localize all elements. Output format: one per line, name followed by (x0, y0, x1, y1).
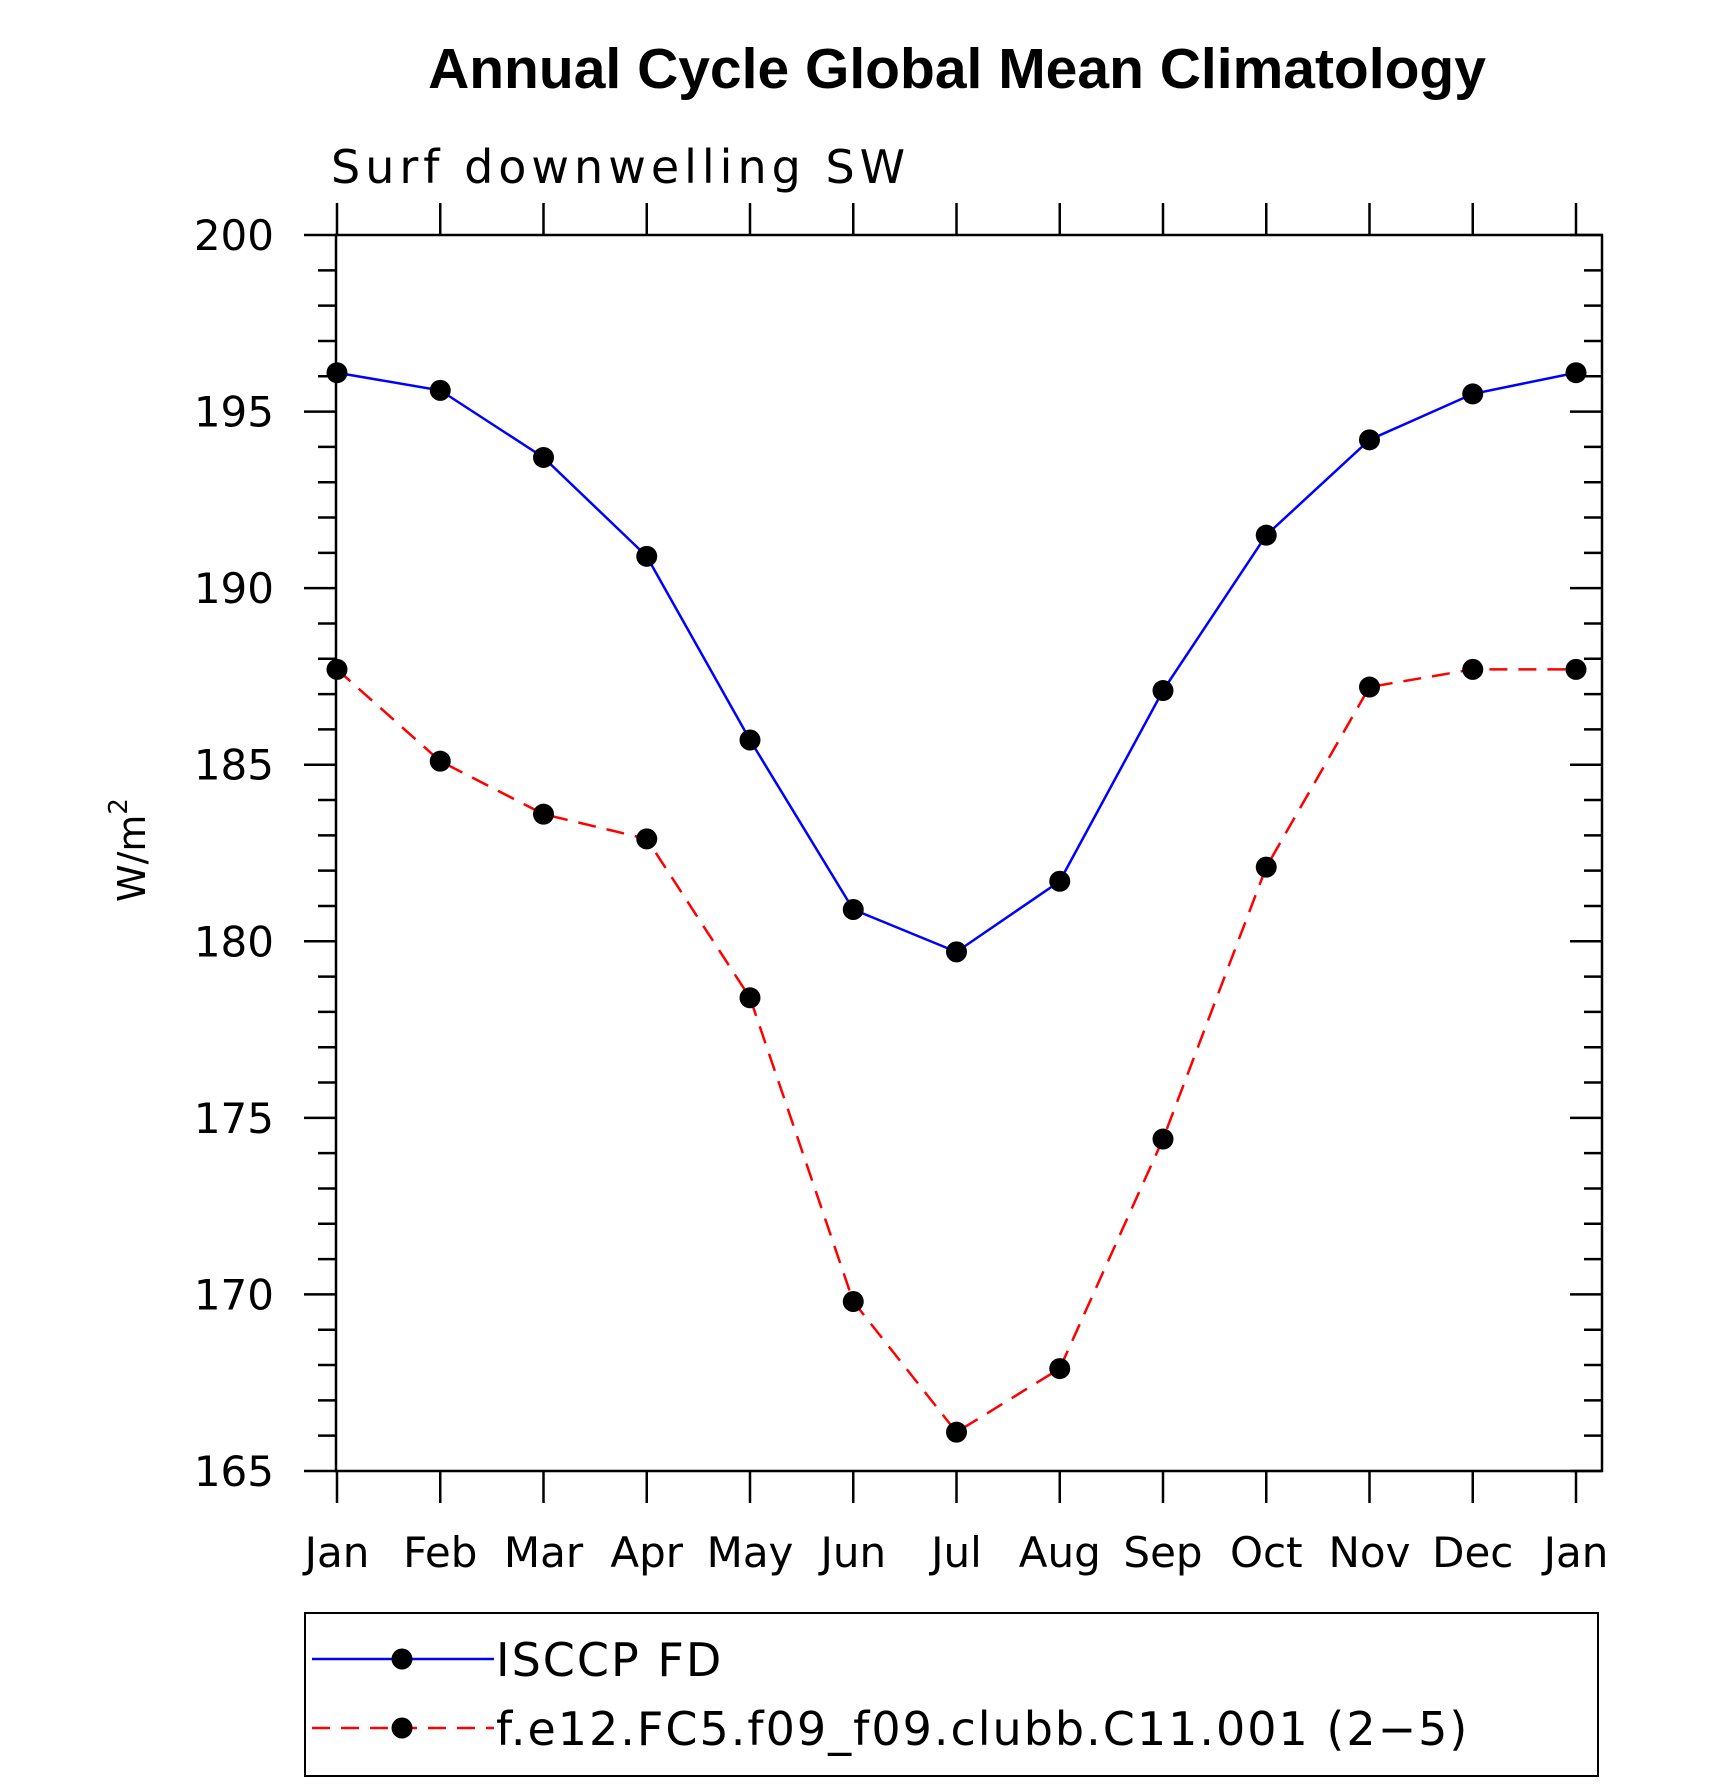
y-tick-label: 165 (194, 1447, 274, 1496)
x-axis-tick-labels: Jan Feb Mar Apr May Jun Jul Aug Sep Oct Nov Dec Jan (302, 1528, 1609, 1577)
y-tick-label: 200 (194, 211, 274, 260)
data-point (1565, 658, 1587, 680)
data-point (533, 803, 554, 825)
data-point (533, 446, 554, 468)
legend: ISCCP FD f.e12.FC5.f09_f09.clubb.C11.001… (304, 1612, 1599, 1777)
x-tick-label: Feb (403, 1528, 477, 1577)
data-point (1255, 856, 1277, 878)
x-tick-label: Dec (1432, 1528, 1513, 1577)
series-line (336, 371, 1577, 954)
data-point (636, 545, 658, 567)
x-tick-label: Aug (1019, 1528, 1101, 1577)
plot-frame (334, 233, 1604, 1473)
y-tick-label: 185 (194, 741, 274, 790)
data-point (1049, 870, 1071, 892)
legend-marker-model (391, 1717, 413, 1739)
data-point (1049, 1358, 1071, 1380)
series-0 (326, 362, 1587, 963)
y-tick-label: 195 (194, 388, 274, 437)
legend-marker-isccp (391, 1648, 413, 1670)
x-tick-label: Mar (504, 1528, 584, 1577)
data-point (946, 941, 967, 963)
chart-title: Annual Cycle Global Mean Climatology (428, 37, 1486, 101)
data-point (1462, 658, 1484, 680)
x-tick-label: Apr (610, 1528, 683, 1577)
data-point (1462, 383, 1484, 405)
series-1 (326, 658, 1587, 1443)
x-tick-label: Jan (302, 1528, 370, 1577)
legend-label-isccp: ISCCP FD (496, 1633, 723, 1687)
chart-subtitle: Surf downwelling SW (331, 140, 910, 194)
legend-label-model: f.e12.FC5.f09_f09.clubb.C11.001 (2−5) (496, 1702, 1469, 1756)
x-tick-label: Nov (1329, 1528, 1411, 1577)
x-tick-label: May (707, 1528, 794, 1577)
data-point (1359, 429, 1380, 451)
data-point (842, 1290, 864, 1312)
data-point (1359, 676, 1380, 698)
data-point (1565, 362, 1587, 384)
data-point (429, 379, 451, 401)
legend-frame (304, 1612, 1599, 1777)
y-tick-label: 180 (194, 917, 274, 966)
data-point (739, 987, 761, 1009)
x-tick-label: Jun (817, 1528, 886, 1577)
x-tick-label: Sep (1123, 1528, 1202, 1577)
data-point (1152, 1128, 1174, 1150)
x-tick-label: Jul (928, 1528, 982, 1577)
data-point (1152, 680, 1174, 702)
y-axis-label-superscript: 2 (104, 798, 134, 815)
series-layer (326, 362, 1587, 1443)
data-point (842, 899, 864, 921)
y-axis-label: W/m2 (104, 798, 154, 902)
y-tick-label: 170 (194, 1270, 274, 1319)
axis-ticks (304, 203, 1602, 1503)
data-point (739, 729, 761, 751)
x-tick-label: Jan (1541, 1528, 1609, 1577)
series-line (336, 668, 1576, 1434)
y-tick-label: 175 (194, 1094, 274, 1143)
data-point (326, 658, 348, 680)
data-point (326, 362, 348, 384)
data-point (636, 828, 658, 850)
data-point (1255, 524, 1277, 546)
y-tick-label: 190 (194, 564, 274, 613)
x-tick-label: Oct (1230, 1528, 1303, 1577)
y-axis-tick-labels: 165 170 175 180 185 190 195 200 (194, 211, 274, 1496)
data-point (429, 750, 451, 772)
data-point (946, 1421, 967, 1443)
y-axis-label-text: W/m (110, 815, 154, 902)
